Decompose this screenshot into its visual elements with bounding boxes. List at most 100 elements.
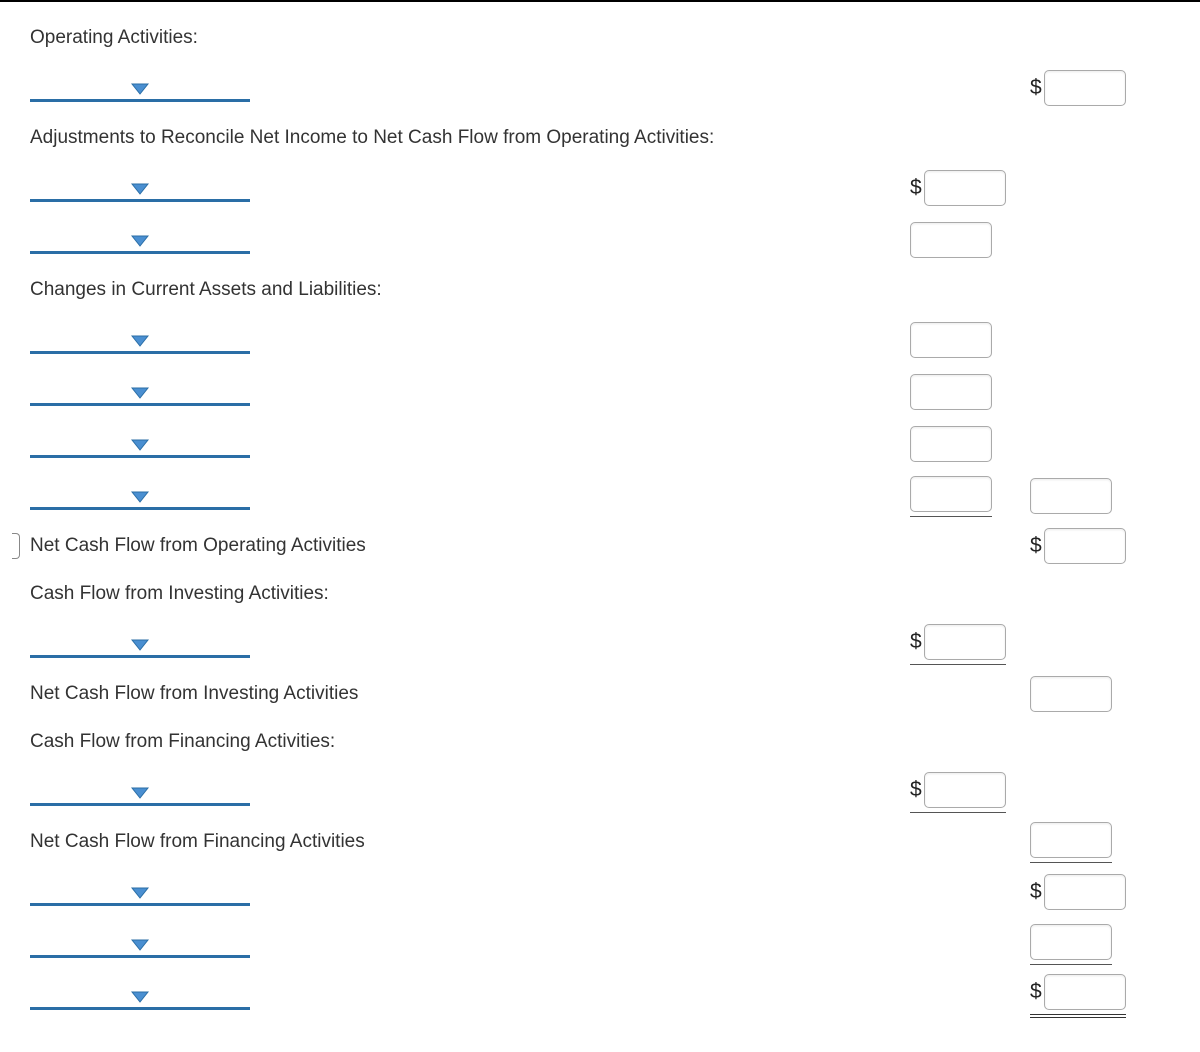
- amount-input[interactable]: [1044, 874, 1126, 910]
- cash-flow-worksheet: Operating Activities:$Adjustments to Rec…: [0, 0, 1200, 1052]
- amount-col-b: $: [1030, 70, 1150, 106]
- dropdown-cell: [30, 866, 910, 918]
- amount-input[interactable]: [910, 322, 992, 358]
- dropdown-cell: [30, 214, 910, 266]
- line-item-dropdown[interactable]: [30, 68, 250, 102]
- dollar-sign: $: [1030, 76, 1042, 100]
- dropdown-cell: [30, 314, 910, 366]
- amount-col-a: [910, 476, 1030, 517]
- amount-input[interactable]: [1044, 974, 1126, 1010]
- amount-input[interactable]: [910, 222, 992, 258]
- amount-input[interactable]: [1030, 924, 1112, 960]
- amount-col-a: $: [910, 170, 1030, 206]
- amount-input[interactable]: [924, 772, 1006, 808]
- amount-col-b: $: [1030, 528, 1150, 564]
- dollar-sign: $: [910, 630, 922, 654]
- amount-col-b: $: [1030, 974, 1150, 1018]
- amount-input[interactable]: [910, 476, 992, 512]
- dropdown-cell: [30, 366, 910, 418]
- worksheet-row: Adjustments to Reconcile Net Income to N…: [30, 114, 1170, 162]
- worksheet-row: $: [30, 618, 1170, 670]
- worksheet-row: $: [30, 62, 1170, 114]
- amount-col-a: $: [910, 772, 1030, 813]
- worksheet-row: [30, 418, 1170, 470]
- section-label: Changes in Current Assets and Liabilitie…: [30, 273, 910, 307]
- amount-input[interactable]: [910, 426, 992, 462]
- amount-col-a: [910, 426, 1030, 462]
- chevron-down-icon: [131, 183, 149, 195]
- worksheet-row: $: [30, 766, 1170, 818]
- dropdown-cell: [30, 918, 910, 970]
- dropdown-cell: [30, 470, 910, 522]
- section-label: Cash Flow from Financing Activities:: [30, 725, 910, 759]
- amount-input[interactable]: [910, 374, 992, 410]
- line-item-dropdown[interactable]: [30, 624, 250, 658]
- chevron-down-icon: [131, 235, 149, 247]
- worksheet-row: [30, 918, 1170, 970]
- line-item-dropdown[interactable]: [30, 168, 250, 202]
- amount-input[interactable]: [1044, 528, 1126, 564]
- amount-col-a: [910, 322, 1030, 358]
- worksheet-row: $: [30, 970, 1170, 1022]
- worksheet-row: Net Cash Flow from Investing Activities: [30, 670, 1170, 718]
- chevron-down-icon: [131, 991, 149, 1003]
- worksheet-row: Cash Flow from Financing Activities:: [30, 718, 1170, 766]
- chevron-down-icon: [131, 887, 149, 899]
- amount-col-b: [1030, 676, 1150, 712]
- dollar-sign: $: [1030, 534, 1042, 558]
- amount-col-b: [1030, 478, 1150, 514]
- line-item-dropdown[interactable]: [30, 976, 250, 1010]
- worksheet-row: [30, 214, 1170, 266]
- worksheet-row: $: [30, 866, 1170, 918]
- section-label: Adjustments to Reconcile Net Income to N…: [30, 121, 910, 155]
- amount-input[interactable]: [924, 170, 1006, 206]
- worksheet-row: Operating Activities:: [30, 14, 1170, 62]
- dollar-sign: $: [910, 176, 922, 200]
- amount-col-b: [1030, 822, 1150, 863]
- row-handle: [12, 533, 20, 559]
- amount-col-b: $: [1030, 874, 1150, 910]
- section-label: Net Cash Flow from Financing Activities: [30, 825, 910, 859]
- chevron-down-icon: [131, 787, 149, 799]
- chevron-down-icon: [131, 439, 149, 451]
- amount-input[interactable]: [1044, 70, 1126, 106]
- line-item-dropdown[interactable]: [30, 872, 250, 906]
- dropdown-cell: [30, 162, 910, 214]
- amount-col-a: [910, 374, 1030, 410]
- dropdown-cell: [30, 62, 910, 114]
- amount-input[interactable]: [1030, 676, 1112, 712]
- worksheet-row: Cash Flow from Investing Activities:: [30, 570, 1170, 618]
- worksheet-row: Net Cash Flow from Financing Activities: [30, 818, 1170, 866]
- amount-col-a: $: [910, 624, 1030, 665]
- line-item-dropdown[interactable]: [30, 220, 250, 254]
- worksheet-row: [30, 314, 1170, 366]
- line-item-dropdown[interactable]: [30, 372, 250, 406]
- dropdown-cell: [30, 970, 910, 1022]
- amount-input[interactable]: [1030, 478, 1112, 514]
- line-item-dropdown[interactable]: [30, 424, 250, 458]
- chevron-down-icon: [131, 387, 149, 399]
- dropdown-cell: [30, 418, 910, 470]
- line-item-dropdown[interactable]: [30, 772, 250, 806]
- amount-input[interactable]: [1030, 822, 1112, 858]
- chevron-down-icon: [131, 83, 149, 95]
- worksheet-row: [30, 366, 1170, 418]
- section-label: Net Cash Flow from Investing Activities: [30, 677, 910, 711]
- line-item-dropdown[interactable]: [30, 320, 250, 354]
- worksheet-row: $: [30, 162, 1170, 214]
- chevron-down-icon: [131, 335, 149, 347]
- dollar-sign: $: [1030, 880, 1042, 904]
- dollar-sign: $: [910, 778, 922, 802]
- chevron-down-icon: [131, 639, 149, 651]
- dropdown-cell: [30, 618, 910, 670]
- section-label: Cash Flow from Investing Activities:: [30, 577, 910, 611]
- amount-input[interactable]: [924, 624, 1006, 660]
- section-label: Operating Activities:: [30, 21, 910, 55]
- worksheet-row: [30, 470, 1170, 522]
- amount-col-a: [910, 222, 1030, 258]
- line-item-dropdown[interactable]: [30, 924, 250, 958]
- line-item-dropdown[interactable]: [30, 476, 250, 510]
- section-label: Net Cash Flow from Operating Activities: [30, 529, 910, 563]
- dollar-sign: $: [1030, 980, 1042, 1004]
- dropdown-cell: [30, 766, 910, 818]
